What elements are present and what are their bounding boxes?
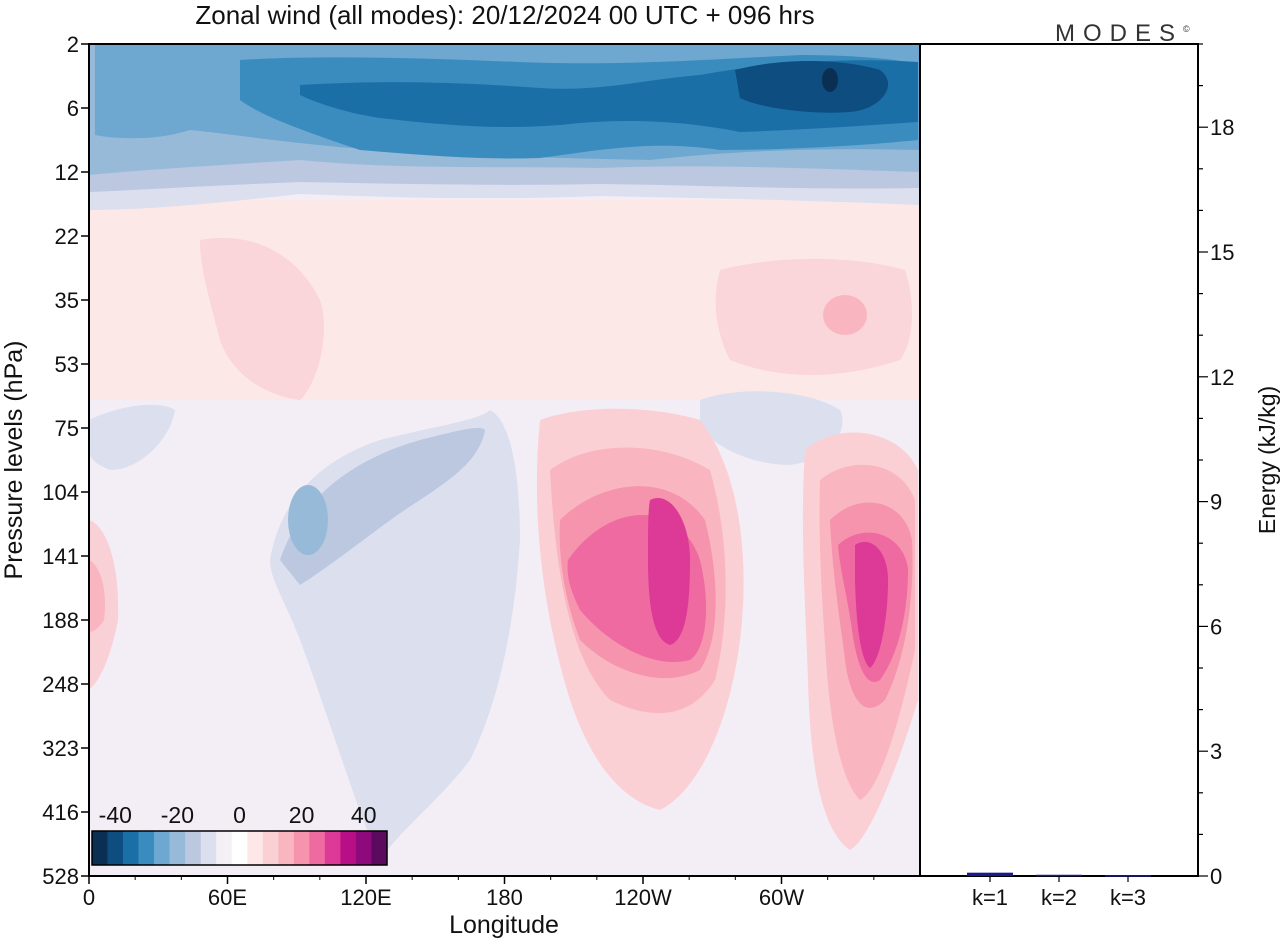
colorbar-swatch bbox=[355, 831, 372, 865]
energy-tick-label: 6 bbox=[1210, 614, 1222, 639]
x-tick-label: 60E bbox=[208, 885, 247, 910]
colorbar-swatch bbox=[262, 831, 279, 865]
colorbar-frame bbox=[91, 830, 388, 866]
x-tick-label: 180 bbox=[486, 885, 523, 910]
colorbar-swatch bbox=[200, 831, 217, 865]
y-tick-label: 12 bbox=[55, 160, 79, 185]
colorbar: -40 -20 0 20 40 bbox=[91, 802, 388, 866]
copyright-mark: © bbox=[1183, 24, 1190, 34]
y-tick-label: 6 bbox=[67, 96, 79, 121]
energy-panel-frame bbox=[919, 43, 1199, 877]
logo-text: MODES bbox=[1055, 20, 1184, 47]
chart-title: Zonal wind (all modes): 20/12/2024 00 UT… bbox=[195, 0, 815, 30]
energy-tick-label: 12 bbox=[1210, 365, 1234, 390]
colorbar-swatch bbox=[340, 831, 357, 865]
energy-axis-label: Energy (kJ/kg) bbox=[1254, 386, 1280, 534]
energy-category-label: k=3 bbox=[1110, 885, 1146, 910]
y-tick-label: 75 bbox=[55, 416, 79, 441]
colorbar-swatch bbox=[324, 831, 341, 865]
colorbar-swatch bbox=[216, 831, 233, 865]
energy-category-label: k=2 bbox=[1041, 885, 1077, 910]
colorbar-swatch bbox=[247, 831, 264, 865]
colorbar-swatch bbox=[185, 831, 201, 865]
x-tick-label: 0 bbox=[83, 885, 95, 910]
y-axis-label: Pressure levels (hPa) bbox=[0, 341, 28, 580]
y-tick-label: 416 bbox=[42, 800, 79, 825]
y-tick-label: 2 bbox=[67, 32, 79, 57]
y-tick-label: 104 bbox=[42, 480, 79, 505]
energy-bars: k=1 k=2 k=3 bbox=[967, 872, 1151, 910]
y-tick-label: 22 bbox=[55, 224, 79, 249]
colorbar-swatch bbox=[92, 831, 108, 865]
y-tick-label: 141 bbox=[42, 544, 79, 569]
colorbar-tick-label: 40 bbox=[351, 802, 377, 828]
x-tick-label: 120W bbox=[614, 885, 672, 910]
colorbar-swatch bbox=[371, 831, 388, 865]
colorbar-swatch bbox=[231, 831, 248, 865]
energy-tick-label: 9 bbox=[1210, 490, 1222, 515]
y-tick-label: 528 bbox=[42, 864, 79, 889]
modes-logo: MODES© bbox=[1055, 20, 1190, 48]
energy-tick-label: 3 bbox=[1210, 739, 1222, 764]
colorbar-swatch bbox=[169, 831, 186, 865]
colorbar-swatch bbox=[138, 831, 155, 865]
y-tick-label: 53 bbox=[55, 352, 79, 377]
x-axis-ticks: 0 60E 120E 180 120W 60W bbox=[83, 876, 875, 910]
x-axis-label: Longitude bbox=[449, 911, 559, 939]
x-tick-label: 120E bbox=[340, 885, 391, 910]
y-tick-label: 323 bbox=[42, 736, 79, 761]
colorbar-swatch bbox=[123, 831, 139, 865]
energy-tick-label: 0 bbox=[1210, 864, 1222, 889]
colorbar-swatch bbox=[107, 831, 124, 865]
colorbar-swatch bbox=[293, 831, 310, 865]
colorbar-tick-label: 0 bbox=[233, 802, 246, 828]
energy-bar-k=3 bbox=[1105, 875, 1151, 877]
energy-bar-k=1 bbox=[967, 872, 1013, 876]
energy-category-label: k=1 bbox=[972, 885, 1008, 910]
colorbar-tick-label: -40 bbox=[99, 802, 132, 828]
energy-bar-k=2 bbox=[1036, 874, 1082, 877]
colorbar-tick-label: -20 bbox=[161, 802, 194, 828]
y-tick-label: 35 bbox=[55, 288, 79, 313]
colorbar-swatch bbox=[154, 831, 170, 865]
colorbar-swatch bbox=[309, 831, 326, 865]
y-axis-ticks: 2 6 12 22 35 53 75 104 141 188 248 323 416 528 bbox=[42, 32, 89, 889]
colorbar-tick-label: 20 bbox=[289, 802, 315, 828]
colorbar-swatch bbox=[278, 831, 295, 865]
y-tick-label: 248 bbox=[42, 672, 79, 697]
heatmap-field bbox=[89, 44, 920, 876]
energy-tick-label: 15 bbox=[1210, 240, 1234, 265]
x-tick-label: 60W bbox=[759, 885, 804, 910]
energy-tick-label: 18 bbox=[1210, 115, 1234, 140]
y-tick-label: 188 bbox=[42, 608, 79, 633]
energy-axis-ticks: 0 3 6 9 12 15 18 bbox=[1198, 43, 1234, 889]
